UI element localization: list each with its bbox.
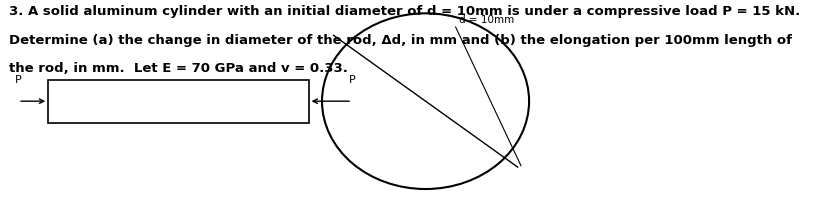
Ellipse shape [322, 13, 528, 189]
Text: Determine (a) the change in diameter of the rod, Δd, in mm and (b) the elongatio: Determine (a) the change in diameter of … [9, 34, 791, 47]
Text: P: P [15, 75, 22, 85]
Text: d = 10mm: d = 10mm [458, 15, 514, 25]
Text: the rod, in mm.  Let E = 70 GPa and v = 0.33.: the rod, in mm. Let E = 70 GPa and v = 0… [9, 62, 348, 75]
Text: 3. A solid aluminum cylinder with an initial diameter of d = 10mm is under a com: 3. A solid aluminum cylinder with an ini… [9, 6, 800, 19]
Bar [48, 80, 308, 123]
Text: P: P [348, 75, 355, 85]
